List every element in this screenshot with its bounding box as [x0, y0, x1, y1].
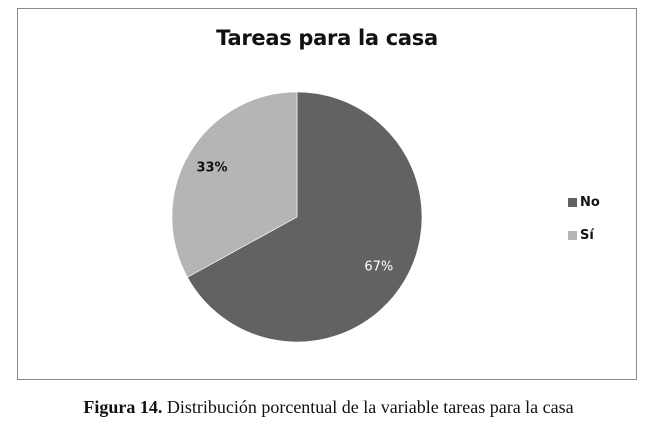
pie-slice-no [187, 91, 423, 343]
legend-item-si: Sí [568, 225, 600, 245]
caption-label: Figura 14. [83, 397, 163, 417]
legend-swatch-si [568, 230, 577, 240]
legend-swatch-no [568, 197, 577, 207]
caption-text: Distribución porcentual de la variable t… [162, 397, 574, 417]
figure-caption: Figura 14. Distribución porcentual de la… [0, 397, 657, 418]
data-label-si: 33% [196, 161, 227, 176]
chart-legend: No Sí [568, 192, 600, 258]
legend-item-no: No [568, 192, 600, 212]
legend-label-si: Sí [580, 227, 594, 243]
legend-label-no: No [580, 194, 600, 210]
data-label-no: 67% [364, 259, 393, 274]
pie-slice-si [171, 91, 298, 278]
chart-title: Tareas para la casa [216, 26, 438, 50]
